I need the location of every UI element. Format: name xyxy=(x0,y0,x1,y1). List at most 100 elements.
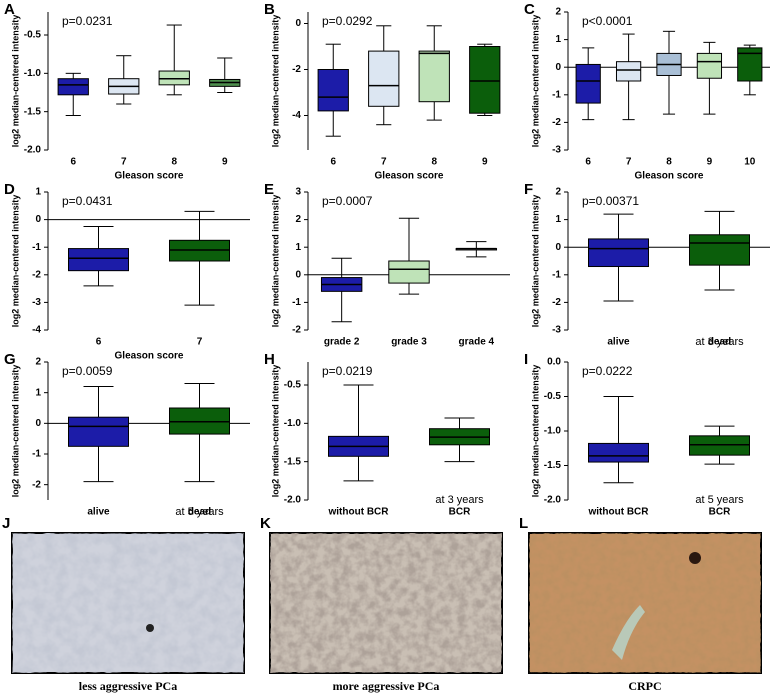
box xyxy=(696,52,723,79)
x-tick-label: BCR xyxy=(449,507,471,518)
y-tick-label: 2 xyxy=(35,357,41,368)
x-tick-label: 8 xyxy=(171,157,177,168)
y-axis-label: log2 median-centered intensity xyxy=(270,15,280,148)
y-tick-label: -1 xyxy=(292,297,301,308)
x-tick-label: 6 xyxy=(70,157,76,168)
y-tick-label: 3 xyxy=(295,187,301,198)
y-tick-label: -3 xyxy=(552,145,561,156)
chart-panel: Gp=0.0059 log2 median-centered intensity -… xyxy=(4,351,250,518)
x-tick-label: 7 xyxy=(121,157,127,168)
x-tick-label: without BCR xyxy=(588,507,650,518)
x-axis-label: Gleason score xyxy=(115,171,184,182)
y-tick-label: -1.0 xyxy=(24,68,42,79)
y-tick-label: -1 xyxy=(552,269,561,280)
y-tick-label: -2 xyxy=(552,117,561,128)
y-tick-label: -1 xyxy=(32,449,41,460)
x-tick-label: 7 xyxy=(381,157,387,168)
x-tick-label: without BCR xyxy=(328,507,390,518)
panel-letter: D xyxy=(4,181,15,198)
y-tick-label: 1 xyxy=(35,387,41,398)
box xyxy=(68,248,129,272)
y-tick-label: 1 xyxy=(555,34,561,45)
p-value: p=0.00371 xyxy=(582,194,639,208)
y-tick-label: -2 xyxy=(32,479,41,490)
y-tick-label: -1.5 xyxy=(284,456,302,467)
box xyxy=(368,50,400,107)
x-tick-label: 8 xyxy=(666,157,672,168)
y-tick-label: -2 xyxy=(552,297,561,308)
y-tick-label: -1 xyxy=(32,242,41,253)
note: at 3 years xyxy=(695,336,744,348)
y-tick-label: -1 xyxy=(552,89,561,100)
panel-letter: C xyxy=(524,1,535,18)
y-tick-label: -0.5 xyxy=(24,30,42,41)
panel-letter: K xyxy=(260,515,271,532)
box xyxy=(588,238,649,268)
x-tick-label: grade 4 xyxy=(459,337,495,348)
y-tick-label: 0 xyxy=(555,62,561,73)
chart-panel: Cp<0.0001 log2 median-centered intensity -… xyxy=(524,1,770,182)
box xyxy=(388,260,430,284)
y-tick-label: 0 xyxy=(555,242,561,253)
y-tick-label: 0.0 xyxy=(547,357,561,368)
y-tick-label: -0.5 xyxy=(544,391,562,402)
y-axis-label: log2 median-centered intensity xyxy=(530,365,540,498)
y-axis-label: log2 median-centered intensity xyxy=(10,15,20,148)
chart-panel: Dp=0.0431 log2 median-centered intensity -… xyxy=(4,181,250,362)
y-tick-label: -1.0 xyxy=(284,418,302,429)
y-tick-label: 0 xyxy=(295,269,301,280)
y-tick-label: -2 xyxy=(292,64,301,75)
box xyxy=(615,61,642,82)
y-tick-label: 0 xyxy=(35,214,41,225)
panel-letter: I xyxy=(524,351,528,368)
chart-panel: Ap=0.0231 log2 median-centered intensity-… xyxy=(4,1,241,182)
x-tick-label: dead xyxy=(708,337,731,348)
y-tick-label: 1 xyxy=(295,242,301,253)
x-tick-label: grade 3 xyxy=(391,337,427,348)
y-tick-label: 0 xyxy=(295,18,301,29)
p-value: p=0.0059 xyxy=(62,364,113,378)
y-tick-label: -1.5 xyxy=(24,106,42,117)
y-tick-label: 0 xyxy=(35,418,41,429)
x-tick-label: 6 xyxy=(96,337,102,348)
y-axis-label: log2 median-centered intensity xyxy=(10,365,20,498)
image-caption: more aggressive PCa xyxy=(333,679,440,693)
x-tick-label: 10 xyxy=(744,157,756,168)
x-tick-label: 7 xyxy=(197,337,203,348)
y-axis-label: log2 median-centered intensity xyxy=(270,195,280,328)
y-tick-label: -4 xyxy=(292,110,301,121)
panel-letter: A xyxy=(4,1,15,18)
box xyxy=(588,442,649,463)
panel-letter: H xyxy=(264,351,275,368)
y-axis-label: log2 median-centered intensity xyxy=(530,195,540,328)
panel-letter: G xyxy=(4,351,16,368)
x-tick-label: dead xyxy=(188,507,211,518)
box xyxy=(689,234,750,266)
y-tick-label: -2.0 xyxy=(24,145,42,156)
y-tick-label: -2 xyxy=(32,269,41,280)
x-tick-label: grade 2 xyxy=(324,337,360,348)
box xyxy=(418,50,450,103)
x-tick-label: 6 xyxy=(330,157,336,168)
note: at 5 years xyxy=(695,494,744,506)
p-value: p=0.0222 xyxy=(582,364,633,378)
y-tick-label: -2.0 xyxy=(544,495,562,506)
chart-panel: Hp=0.0219 log2 median-centered intensity-… xyxy=(264,351,490,518)
chart-panel: Ip=0.0222 log2 median-centered intensity-… xyxy=(524,351,750,518)
x-axis-label: Gleason score xyxy=(115,351,184,362)
x-tick-label: 9 xyxy=(707,157,713,168)
panel-letter: F xyxy=(524,181,533,198)
chart-panel: Fp=0.00371 log2 median-centered intensity… xyxy=(524,181,770,348)
y-tick-label: -1.0 xyxy=(544,426,562,437)
chart-panel: Ep=0.0007 log2 median-centered intensity -… xyxy=(264,181,510,348)
box xyxy=(317,69,349,112)
image-panel xyxy=(11,532,762,674)
image-caption: less aggressive PCa xyxy=(79,679,177,693)
x-axis-label: Gleason score xyxy=(635,171,704,182)
y-tick-label: -0.5 xyxy=(284,380,302,391)
box xyxy=(158,70,190,86)
p-value: p=0.0007 xyxy=(322,194,373,208)
p-value: p=0.0292 xyxy=(322,14,373,28)
y-tick-label: -2.0 xyxy=(284,495,302,506)
x-tick-label: 9 xyxy=(222,157,228,168)
